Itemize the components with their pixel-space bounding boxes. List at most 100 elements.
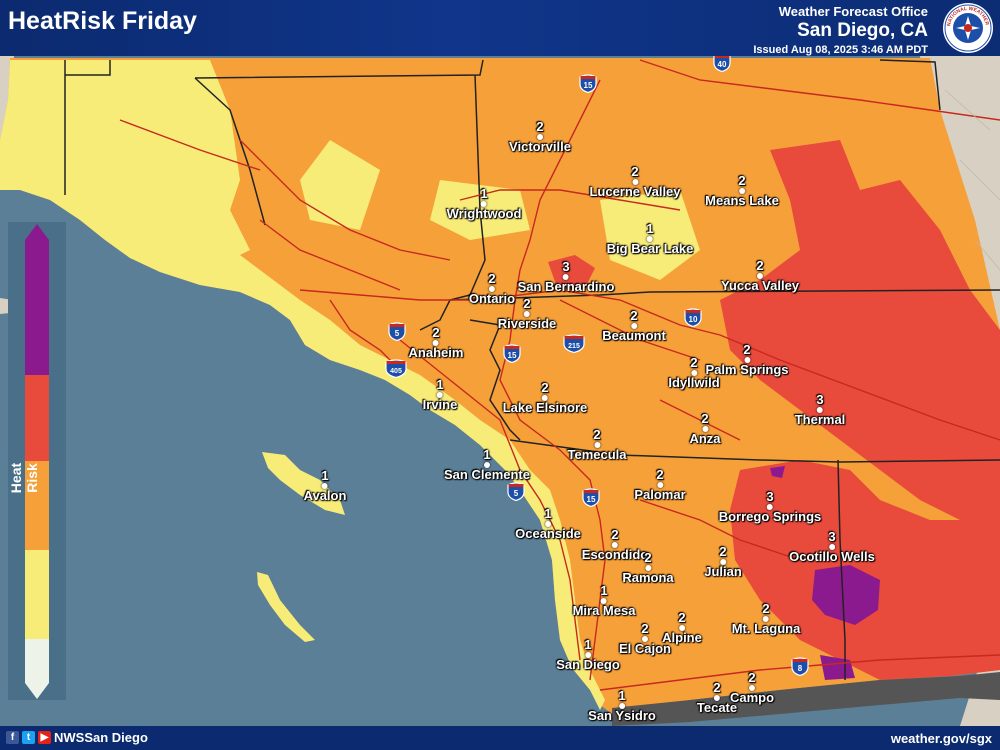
legend-scale [25,224,49,699]
website-link[interactable]: weather.gov/sgx [890,731,992,746]
city-name: San Diego [556,657,620,672]
city-label-means-lake: 2 Means Lake [705,174,779,208]
city-dot [483,462,490,468]
city-label-alpine: 2 Alpine [662,611,702,645]
heatrisk-value: 1 [483,447,491,462]
city-name: Temecula [567,447,627,462]
legend-moderate [25,461,49,550]
city-dot [584,652,591,658]
city-dot [738,188,745,194]
city-label-temecula: 2 Temecula [567,428,626,462]
city-dot [433,340,439,346]
interstate-shield-icon: 10 [684,308,702,327]
header-bar: HeatRisk Friday Weather Forecast Office … [0,0,1000,56]
legend-none [25,639,49,683]
svg-text:5: 5 [514,489,519,498]
city-name: Victorville [509,139,571,154]
city-name: San Bernardino [517,279,615,294]
page-title: HeatRisk Friday [8,7,197,35]
youtube-icon[interactable]: ▶ [38,731,51,744]
footer-bar: f t ▶ NWSSan Diego weather.gov/sgx [0,726,1000,750]
city-name: Means Lake [705,193,779,208]
city-dot [641,636,648,642]
city-name: El Cajon [618,641,672,656]
svg-text:5: 5 [395,329,400,338]
heatrisk-value: 2 [762,601,770,616]
city-dot [593,442,600,448]
heatrisk-value: 3 [562,259,570,274]
city-name: Beaumont [602,328,666,343]
san-clemente-island [257,572,315,642]
city-label-anaheim: 2 Anaheim [409,326,464,360]
city-dot [766,504,773,510]
city-name: Lucerne Valley [589,184,681,199]
city-label-oceanside: 1 Oceanside [515,507,581,541]
heatrisk-value: 2 [748,670,756,685]
city-dot [702,426,708,432]
city-name: Ramona [622,570,674,585]
interstate-shield-icon: 15 [582,488,600,507]
social-links: f t ▶ NWSSan Diego [6,730,148,745]
city-dot [632,179,638,185]
city-dot [646,236,653,242]
city-label-idyllwild: 2 Idyllwild [668,356,719,390]
city-label-lucerne-valley: 2 Lucerne Valley [589,165,680,199]
heatrisk-value: 2 [523,296,531,311]
city-label-campo: 2 Campo [730,671,774,705]
city-name: Ocotillo Wells [789,549,875,564]
city-label-san-bernardino: 3 San Bernardino [518,260,615,294]
city-dot [631,323,637,329]
city-name: Yucca Valley [720,278,800,293]
city-label-mt-laguna: 2 Mt. Laguna [732,602,801,636]
heatrisk-value: 2 [611,527,619,542]
heatrisk-value: 2 [644,550,652,565]
issued-time: Issued Aug 08, 2025 3:46 AM PDT [753,44,928,56]
city-name: Borrego Springs [718,509,822,524]
city-name: Big Bear Lake [606,241,694,256]
city-label-wrightwood: 1 Wrightwood [447,187,522,221]
legend-arrow-bottom [25,683,49,699]
city-dot [678,625,685,631]
city-label-avalon: 1 Avalon [304,469,347,503]
city-name: Oceanside [515,526,581,541]
city-label-julian: 2 Julian [704,545,742,579]
city-dot [537,134,543,140]
outside-area-land [920,56,1000,726]
city-dot [756,273,763,279]
svg-text:405: 405 [390,368,402,375]
santa-catalina-island [262,452,345,515]
interstate-shield-icon: 8 [791,657,809,676]
city-label-mira-mesa: 1 Mira Mesa [573,584,636,618]
heatrisk-value: 2 [641,621,649,636]
city-label-tecate: 2 Tecate [697,681,737,715]
facebook-icon[interactable]: f [6,731,19,744]
twitter-icon[interactable]: t [22,731,35,744]
legend-minor [25,550,49,639]
social-handle[interactable]: NWSSan Diego [54,730,148,745]
land-major-desert-east [720,140,1000,560]
heatrisk-value: 2 [593,427,601,442]
city-name: Mt. Laguna [731,621,801,636]
office-name: San Diego, CA [797,20,928,41]
heatrisk-value: 1 [584,637,592,652]
city-dot [541,395,548,401]
city-dot [601,598,607,604]
heatrisk-value: 1 [321,468,329,483]
heatrisk-value: 1 [600,583,608,598]
city-label-palm-springs: 2 Palm Springs [705,343,788,377]
city-label-borrego-springs: 3 Borrego Springs [719,490,822,524]
city-label-san-ysidro: 1 San Ysidro [588,689,656,723]
city-label-yucca-valley: 2 Yucca Valley [721,259,799,293]
city-dot [544,521,551,527]
interstate-shield-icon: 215 [563,334,585,353]
heatrisk-value: 2 [488,271,496,286]
city-dot [644,565,651,571]
city-dot [321,483,328,489]
legend-extreme [25,240,49,375]
heatrisk-value: 2 [432,325,440,340]
heatrisk-value: 2 [738,173,746,188]
legend-major [25,375,49,461]
city-dot [611,542,618,548]
heatrisk-value: 2 [541,380,549,395]
